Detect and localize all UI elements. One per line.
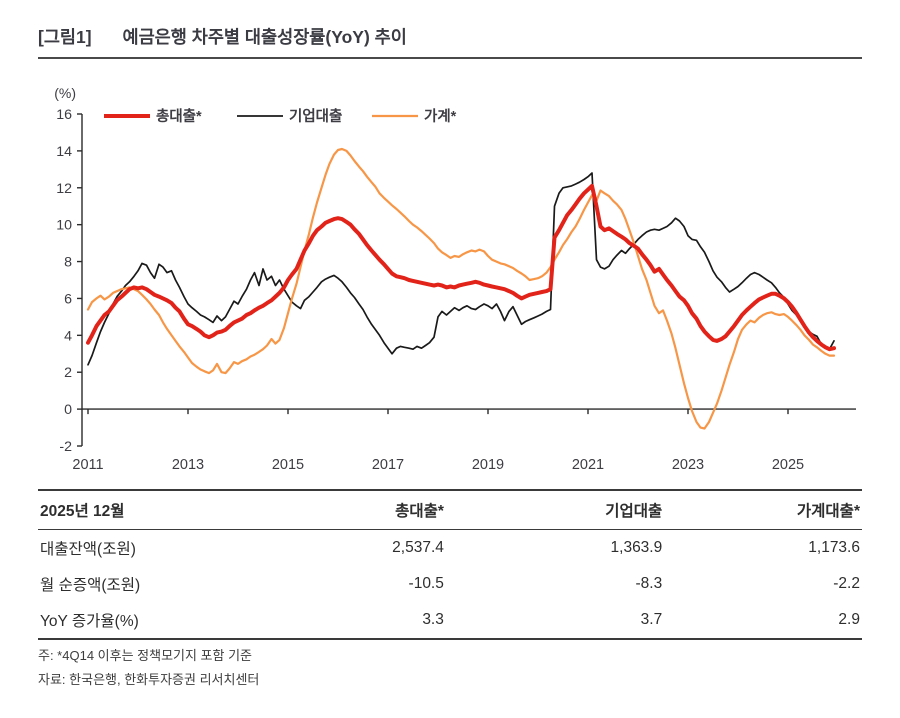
page-title: 예금은행 차주별 대출성장률(YoY) 추이 xyxy=(122,27,407,47)
table-row-monthly-net-increase: 월 순증액(조원) -10.5 -8.3 -2.2 xyxy=(38,566,862,602)
footnote-source: 자료: 한국은행, 한화투자증권 리서치센터 xyxy=(38,672,260,687)
x-tick-label: 2015 xyxy=(272,457,304,473)
cell-value: 3.7 xyxy=(640,611,663,628)
x-tick-label: 2011 xyxy=(72,457,103,473)
series-line-1 xyxy=(86,183,836,352)
x-tick-label: 2017 xyxy=(372,457,404,473)
table-header-row: 2025년 12월 총대출* 기업대출 가계대출* xyxy=(38,491,862,530)
legend-label: 기업대출 xyxy=(289,108,342,125)
cell-value: -10.5 xyxy=(408,575,444,592)
y-tick-label: 8 xyxy=(64,255,72,271)
legend-item-3: 가계* xyxy=(372,108,457,125)
cell-value: 2.9 xyxy=(838,611,860,628)
y-tick-label: 16 xyxy=(56,107,72,123)
figure-title: [그림1] 예금은행 차주별 대출성장률(YoY) 추이 xyxy=(38,24,862,59)
table-header-period: 2025년 12월 xyxy=(40,503,125,520)
loan-growth-chart: 총대출* 기업대출 가계* (%) 16 14 12 10 8 6 4 2 0 -2 2011 2013 201… xyxy=(38,84,862,486)
x-tick-label: 2013 xyxy=(172,457,204,473)
row-label: 대출잔액(조원) xyxy=(40,541,136,558)
cell-value: 1,363.9 xyxy=(610,539,663,556)
y-tick-label: 12 xyxy=(56,181,72,197)
y-tick-label: 2 xyxy=(64,365,72,381)
summary-table: 2025년 12월 총대출* 기업대출 가계대출* 대출잔액(조원) 2,537… xyxy=(38,489,862,640)
y-tick-label: -2 xyxy=(59,439,72,455)
cell-value: -2.2 xyxy=(833,575,860,592)
table-header-corporate-loans: 기업대출 xyxy=(605,503,663,520)
x-tick-label: 2019 xyxy=(472,457,504,473)
series-line-3 xyxy=(86,147,836,430)
footnotes: 주: *4Q14 이후는 정책모기지 포함 기준 자료: 한국은행, 한화투자증… xyxy=(38,644,259,692)
cell-value: 3.3 xyxy=(422,611,444,628)
row-label: 월 순증액(조원) xyxy=(40,577,141,594)
row-label: YoY 증가율(%) xyxy=(40,613,139,630)
table-row-yoy-growth: YoY 증가율(%) 3.3 3.7 2.9 xyxy=(38,602,862,638)
x-tick-label: 2021 xyxy=(572,457,604,473)
figure-number: [그림1] xyxy=(38,27,92,47)
legend-label: 총대출* xyxy=(156,108,202,125)
series-line-2 xyxy=(87,172,835,366)
y-axis: (%) 16 14 12 10 8 6 4 2 0 -2 xyxy=(54,85,83,455)
y-axis-unit-label: (%) xyxy=(54,85,76,101)
cell-value: 1,173.6 xyxy=(808,539,860,556)
table-header-household-loans: 가계대출* xyxy=(796,503,860,520)
footnote-basis: 주: *4Q14 이후는 정책모기지 포함 기준 xyxy=(38,648,253,663)
y-tick-label: 14 xyxy=(56,144,72,160)
y-tick-label: 4 xyxy=(64,328,72,344)
x-axis: 2011 2013 2015 2017 2019 2021 2023 2025 xyxy=(72,408,856,473)
cell-value: -8.3 xyxy=(635,575,663,592)
table-header-total-loans: 총대출* xyxy=(395,503,444,520)
cell-value: 2,537.4 xyxy=(392,539,444,556)
legend-item-1: 총대출* xyxy=(104,108,202,125)
y-tick-label: 6 xyxy=(64,291,72,307)
legend-item-2: 기업대출 xyxy=(237,108,342,125)
y-tick-label: 10 xyxy=(56,218,72,234)
chart-legend: 총대출* 기업대출 가계* xyxy=(104,108,457,125)
y-tick-label: 0 xyxy=(64,402,72,418)
x-tick-label: 2023 xyxy=(672,457,704,473)
table-row-balance: 대출잔액(조원) 2,537.4 1,363.9 1,173.6 xyxy=(38,530,862,566)
legend-label: 가계* xyxy=(424,108,457,125)
x-tick-label: 2025 xyxy=(772,457,804,473)
